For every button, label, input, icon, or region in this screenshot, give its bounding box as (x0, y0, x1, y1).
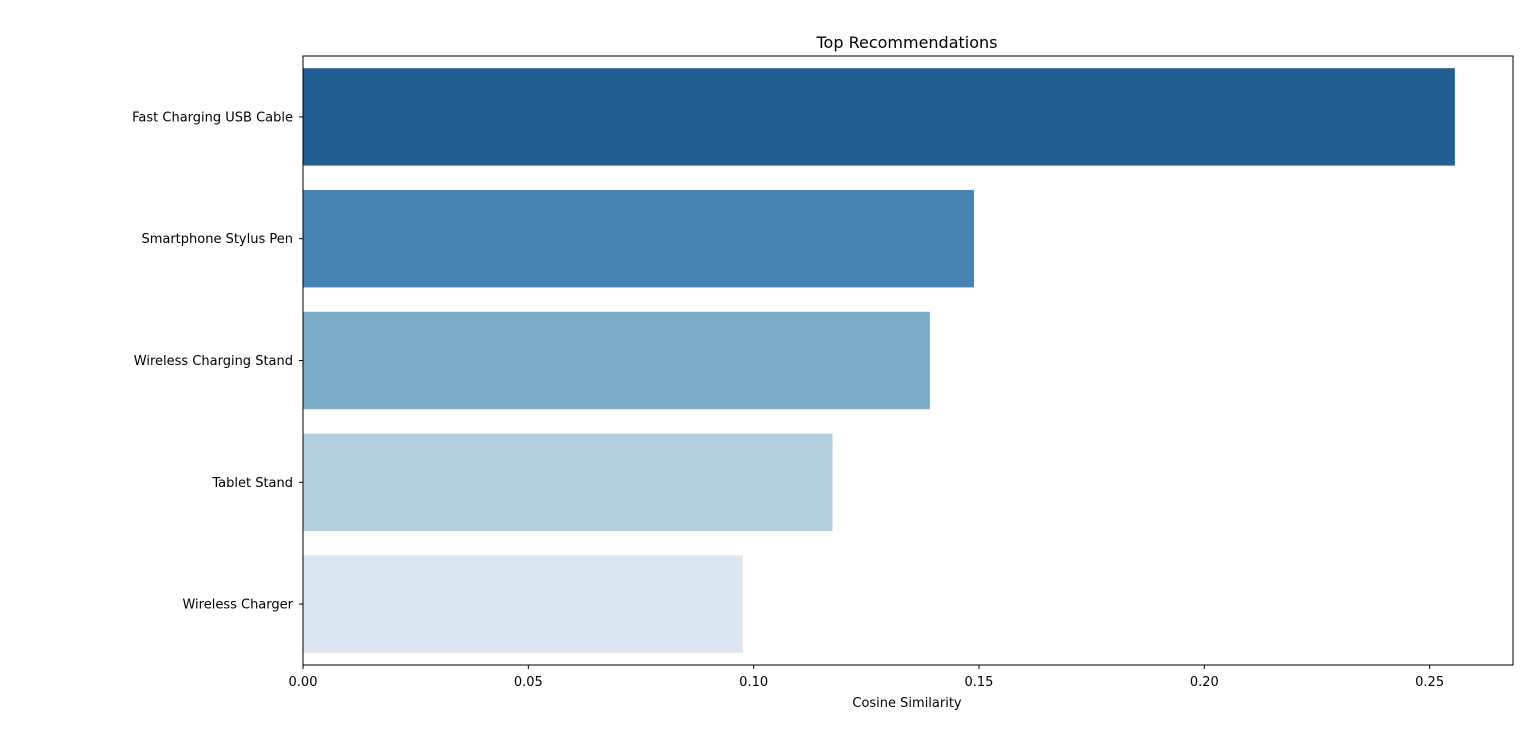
bar-smartphone-stylus-pen (303, 189, 975, 288)
x-tick-label: 0.10 (739, 675, 768, 690)
bars-layer (303, 68, 1455, 653)
bar-tablet-stand (303, 433, 833, 532)
y-tick-label: Wireless Charging Stand (134, 354, 293, 369)
x-axis-label: Cosine Similarity (852, 696, 962, 711)
x-tick-label: 0.25 (1415, 675, 1444, 690)
bar-wireless-charging-stand (303, 311, 930, 410)
x-tick-label: 0.15 (965, 675, 994, 690)
x-tick-labels: 0.00 0.05 0.10 0.15 0.20 0.25 (289, 665, 1444, 690)
y-tick-label: Wireless Charger (182, 598, 293, 613)
y-tick-labels: Fast Charging USB Cable Smartphone Stylus… (132, 110, 303, 613)
y-tick-label: Fast Charging USB Cable (132, 110, 293, 125)
x-tick-label: 0.00 (289, 675, 318, 690)
y-tick-label: Tablet Stand (211, 476, 293, 491)
bar-fast-charging-usb-cable (303, 68, 1455, 166)
chart-title: Top Recommendations (815, 33, 997, 52)
x-tick-label: 0.05 (514, 675, 543, 690)
x-tick-label: 0.20 (1190, 675, 1219, 690)
y-tick-label: Smartphone Stylus Pen (141, 232, 293, 247)
bar-wireless-charger (303, 555, 743, 653)
